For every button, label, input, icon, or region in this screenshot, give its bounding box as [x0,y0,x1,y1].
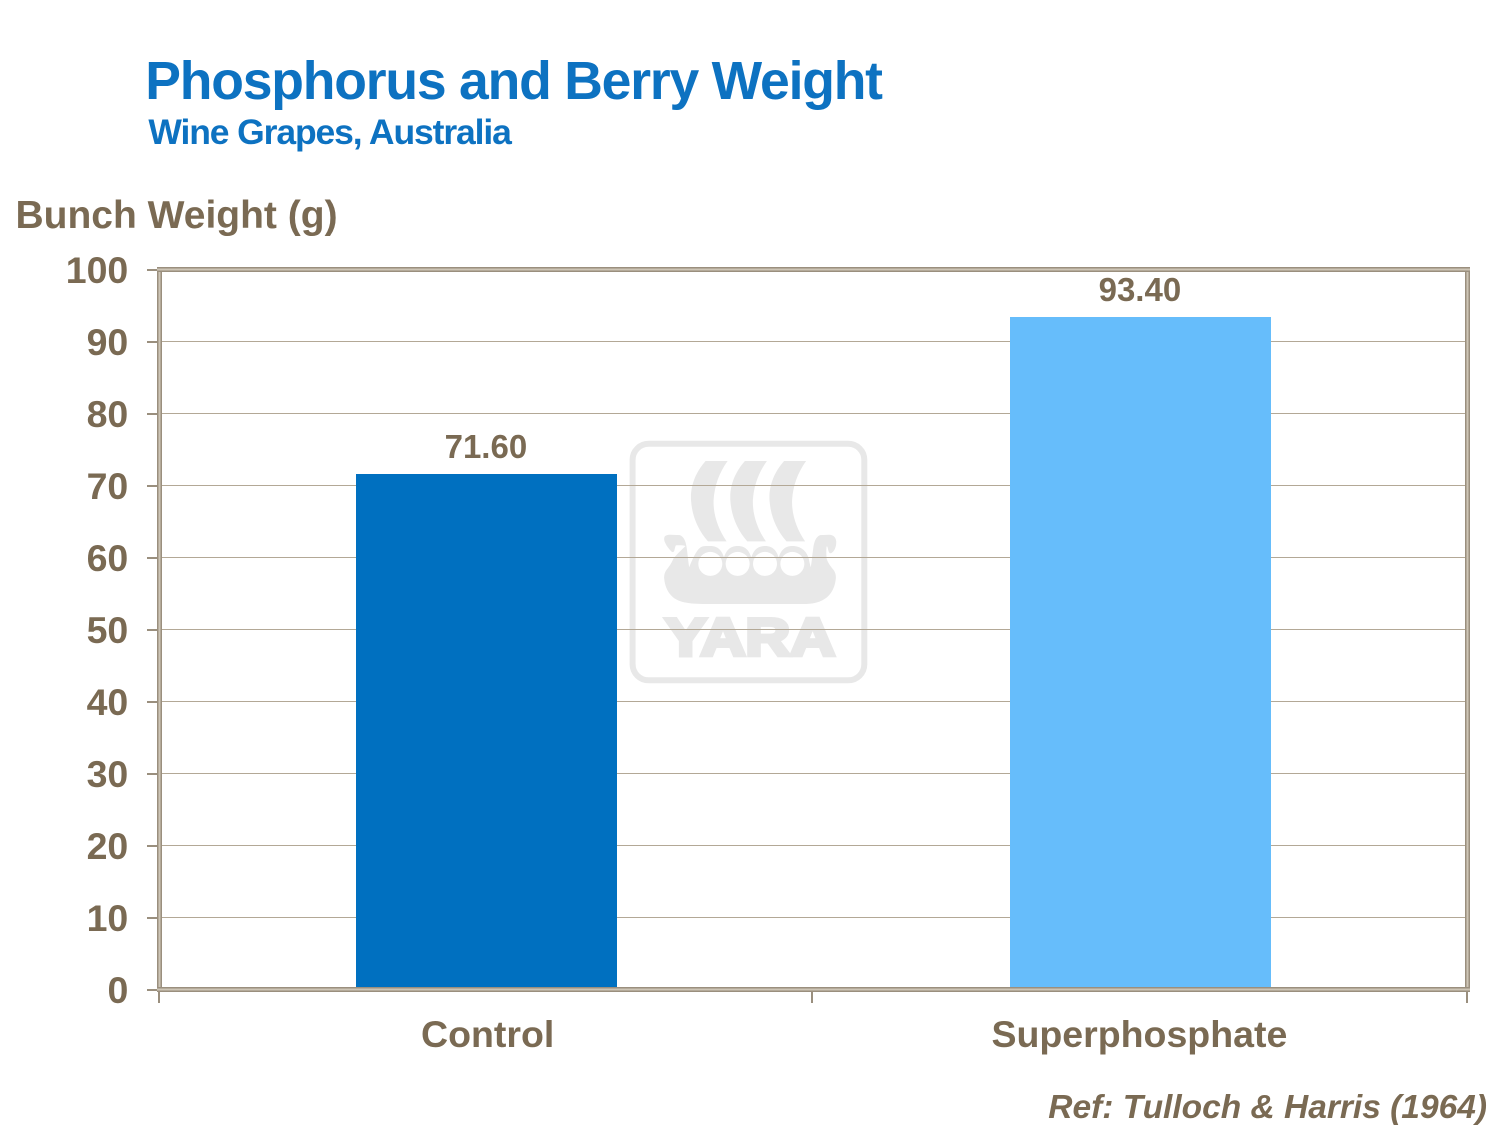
svg-text:YARA: YARA [665,608,835,667]
